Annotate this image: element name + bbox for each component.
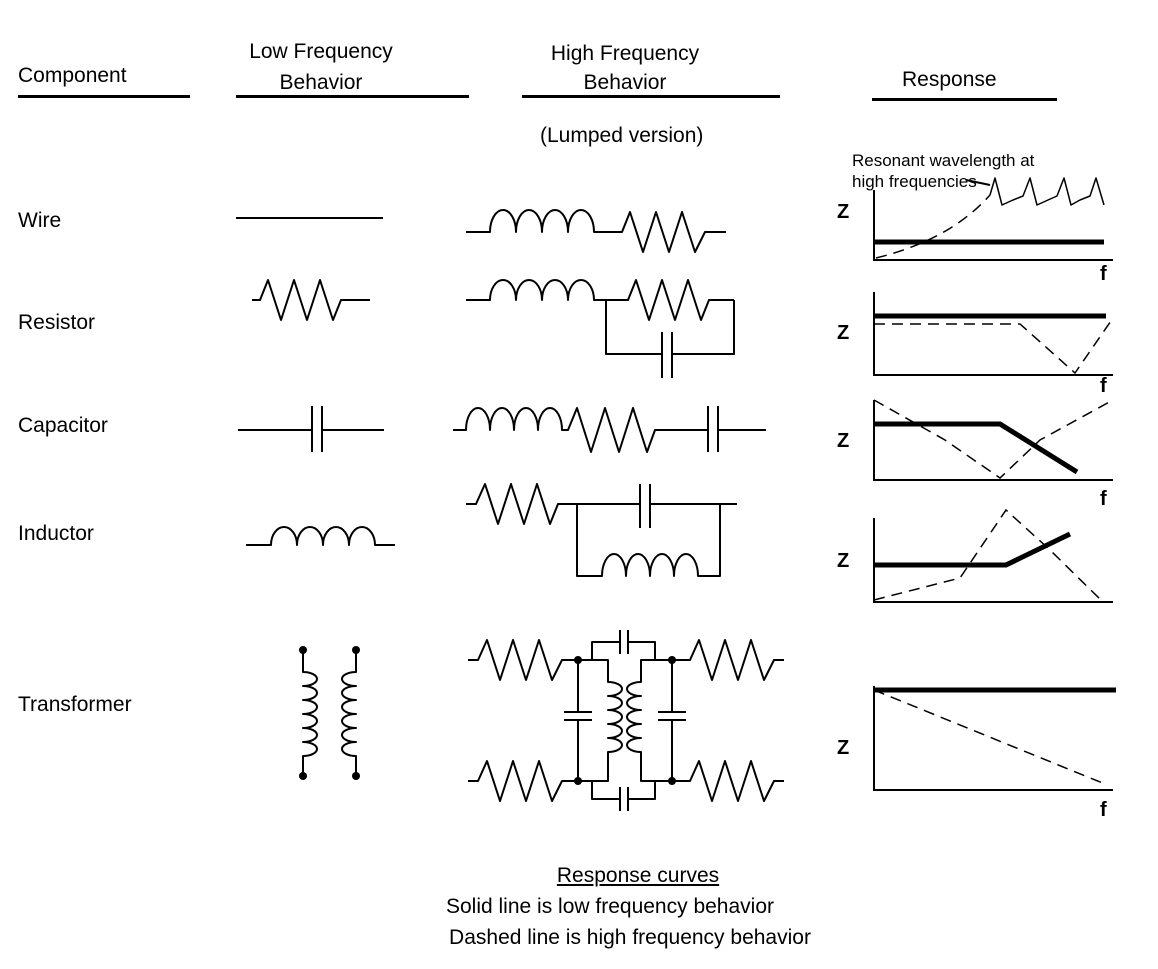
header-high-frequency-line1: High Frequency bbox=[550, 42, 700, 65]
caption-title: Response curves bbox=[556, 864, 720, 887]
axis-z-wire: Z bbox=[837, 201, 850, 223]
transformer-symbol bbox=[299, 646, 360, 780]
header-response: Response bbox=[902, 68, 997, 91]
capacitor-response-graph bbox=[873, 399, 1114, 481]
inductor-hf-model bbox=[466, 483, 737, 577]
component-label-resistor: Resistor bbox=[18, 311, 96, 334]
header-low-frequency-rule bbox=[236, 95, 469, 98]
inductor-symbol bbox=[246, 526, 395, 546]
wire-response-graph bbox=[873, 177, 1113, 261]
header-high-frequency-rule bbox=[522, 95, 780, 98]
caption-dashed-line: Dashed line is high frequency behavior bbox=[449, 926, 811, 949]
component-label-wire: Wire bbox=[18, 209, 62, 232]
axis-f-capacitor: f bbox=[1100, 488, 1107, 510]
resistor-symbol bbox=[252, 279, 370, 321]
component-label-capacitor: Capacitor bbox=[18, 414, 108, 437]
axis-z-capacitor: Z bbox=[837, 430, 850, 452]
header-component-rule bbox=[18, 95, 190, 98]
transformer-response-graph bbox=[873, 686, 1116, 791]
component-label-inductor: Inductor bbox=[18, 522, 94, 545]
inductor-response-graph bbox=[873, 508, 1113, 603]
transformer-hf-model bbox=[468, 630, 784, 811]
capacitor-hf-model bbox=[453, 406, 766, 453]
resonant-note-line2: high frequencies bbox=[852, 172, 977, 191]
lumped-version-label: (Lumped version) bbox=[540, 124, 704, 147]
header-component: Component bbox=[18, 64, 127, 87]
axis-f-resistor: f bbox=[1100, 375, 1107, 397]
header-high-frequency-line2: Behavior bbox=[583, 71, 667, 94]
axis-z-inductor: Z bbox=[837, 550, 850, 572]
resistor-response-graph bbox=[873, 292, 1114, 376]
header-low-frequency-line1: Low Frequency bbox=[249, 40, 393, 63]
resonant-note-line1: Resonant wavelength at bbox=[852, 151, 1035, 170]
header-response-rule bbox=[872, 98, 1057, 101]
header-low-frequency-line2: Behavior bbox=[279, 71, 363, 94]
caption-solid-line: Solid line is low frequency behavior bbox=[445, 895, 774, 918]
resistor-hf-model bbox=[466, 279, 735, 378]
wire-hf-model bbox=[466, 209, 726, 253]
axis-f-wire: f bbox=[1100, 263, 1107, 285]
axis-z-transformer: Z bbox=[837, 737, 850, 759]
component-label-transformer: Transformer bbox=[18, 693, 132, 716]
capacitor-symbol bbox=[238, 406, 384, 452]
axis-f-transformer: f bbox=[1100, 799, 1107, 821]
axis-z-resistor: Z bbox=[837, 322, 850, 344]
